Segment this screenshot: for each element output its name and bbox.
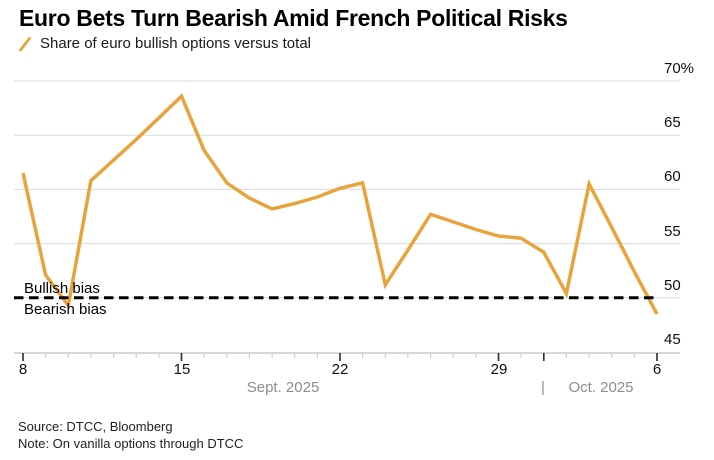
series-line bbox=[21, 93, 659, 315]
bearish-bias-label: Bearish bias bbox=[24, 301, 107, 318]
month-label-sept: Sept. 2025 bbox=[246, 379, 320, 396]
x-axis-label: 8 bbox=[18, 361, 28, 378]
y-axis-label: 65 bbox=[664, 114, 681, 131]
y-axis-label: 70% bbox=[664, 60, 695, 77]
y-axis-label: 50 bbox=[664, 277, 681, 294]
y-axis-label: 45 bbox=[664, 331, 681, 348]
source-text: Source: DTCC, Bloomberg bbox=[18, 419, 173, 434]
bullish-bias-label: Bullish bias bbox=[24, 280, 100, 297]
diagonal-slash-icon bbox=[19, 36, 31, 52]
legend: Share of euro bullish options versus tot… bbox=[19, 35, 311, 52]
x-axis-label: 29 bbox=[490, 361, 508, 378]
x-axis-label: 6 bbox=[652, 361, 662, 378]
chart-title: Euro Bets Turn Bearish Amid French Polit… bbox=[19, 5, 568, 31]
month-label-oct: Oct. 2025 bbox=[568, 379, 634, 396]
legend-label: Share of euro bullish options versus tot… bbox=[40, 35, 311, 52]
x-axis-label: 22 bbox=[331, 361, 349, 378]
x-axis-label: 15 bbox=[173, 361, 191, 378]
note-text: Note: On vanilla options through DTCC bbox=[18, 436, 244, 451]
month-separator-bar: | bbox=[541, 379, 545, 396]
y-axis-label: 60 bbox=[664, 168, 681, 185]
y-axis-label: 55 bbox=[664, 223, 681, 240]
